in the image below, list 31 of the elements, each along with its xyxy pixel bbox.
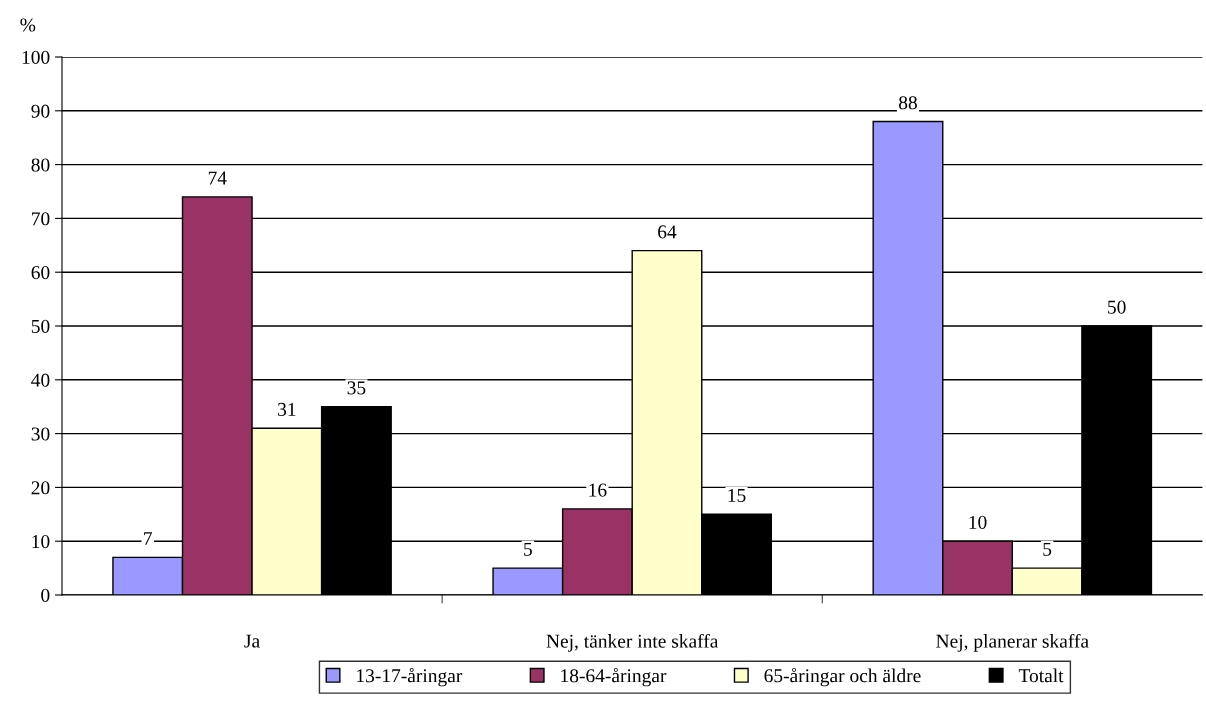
y-tick-label: 10 — [32, 535, 50, 549]
y-tick-label: 80 — [31, 158, 50, 172]
data-label: 88 — [898, 96, 917, 110]
legend-label: 13-17-åringar — [357, 668, 463, 687]
x-tick-label: Nej, planerar skaffa — [936, 633, 1089, 652]
y-tick-label: 40 — [31, 373, 50, 387]
data-label: 10 — [969, 515, 987, 529]
data-label: 64 — [658, 225, 677, 239]
data-label: 74 — [208, 171, 227, 185]
data-label: 50 — [1108, 300, 1126, 314]
legend-label: 18-64-åringar — [561, 668, 667, 687]
y-tick-label: 20 — [31, 481, 50, 495]
y-tick-label: 90 — [31, 104, 50, 118]
y-tick-label: 70 — [32, 212, 50, 226]
data-label: 16 — [589, 483, 607, 497]
x-tick-label: Ja — [244, 634, 260, 648]
data-label: 35 — [347, 381, 366, 395]
data-label: 31 — [278, 402, 296, 416]
data-label: 5 — [524, 542, 532, 556]
y-tick-label: 30 — [31, 427, 50, 441]
y-axis-title: % — [20, 18, 36, 32]
y-tick-label: 100 — [22, 50, 50, 64]
y-tick-label: 0 — [41, 588, 50, 602]
legend-label: 65-åringar och äldre — [764, 668, 921, 687]
y-tick-label: 60 — [31, 266, 50, 280]
legend-label: Totalt — [1018, 668, 1064, 683]
y-tick-label: 50 — [31, 319, 50, 333]
x-tick-label: Nej, tänker inte skaffa — [546, 633, 719, 652]
data-label: 5 — [1043, 542, 1052, 556]
data-label: 15 — [728, 488, 746, 503]
data-label: 7 — [144, 532, 153, 545]
